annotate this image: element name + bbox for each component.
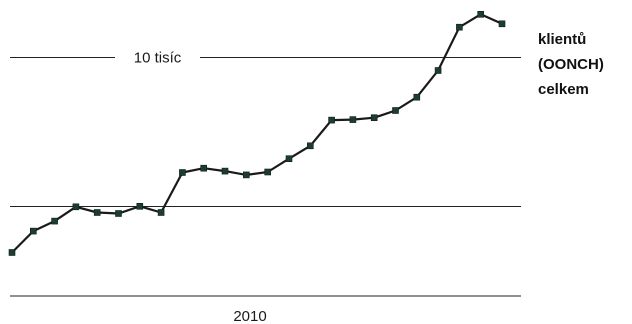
series-title-line-2: (OONCH)	[538, 56, 604, 73]
data-point	[200, 164, 207, 172]
series-title: klientů (OONCH) celkem	[538, 31, 608, 98]
data-point	[264, 168, 272, 176]
data-point	[157, 209, 165, 216]
data-point	[370, 114, 378, 121]
data-point	[115, 210, 122, 217]
data-point	[477, 11, 485, 18]
data-point	[72, 203, 80, 211]
data-point	[285, 155, 293, 162]
data-point	[29, 227, 37, 235]
data-point	[328, 116, 335, 124]
data-point	[136, 203, 144, 210]
series-title-line-1: klientů	[538, 31, 586, 48]
data-point	[413, 93, 421, 101]
data-point	[243, 171, 250, 179]
data-point	[51, 217, 58, 225]
data-point	[456, 23, 463, 31]
data-point	[392, 107, 399, 114]
data-point	[434, 67, 442, 74]
series-title-line-3: celkem	[538, 81, 589, 98]
data-point	[8, 249, 16, 256]
data-point	[349, 116, 357, 123]
data-point	[179, 169, 186, 176]
series-line	[11, 13, 503, 254]
x-tick-label: 2010	[233, 308, 266, 324]
data-point	[306, 142, 314, 150]
series-layer	[8, 11, 506, 256]
y-tick-label: 10 tisíc	[134, 50, 182, 67]
data-point	[221, 167, 229, 175]
data-point	[498, 20, 506, 28]
gridlines: 10 tisíc	[10, 50, 521, 207]
data-point	[93, 209, 101, 216]
